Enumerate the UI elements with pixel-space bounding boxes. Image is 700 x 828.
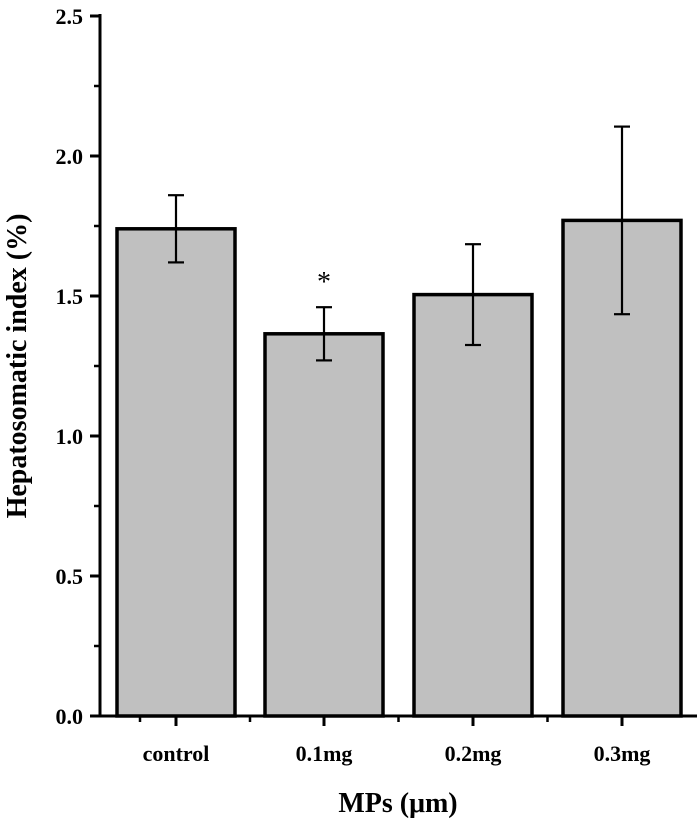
x-tick-label: control [143, 741, 210, 766]
y-tick-label: 2.5 [56, 4, 84, 29]
y-tick-label: 0.5 [56, 564, 84, 589]
significance-marker: * [317, 267, 331, 298]
x-tick-label: 0.3mg [594, 741, 651, 766]
bar-0.2mg [412, 292, 534, 718]
x-tick-label: 0.2mg [445, 741, 502, 766]
labels: 0.0 0.5 1.0 1.5 2.0 2.5 control 0.1mg 0.2mg 0.3mg… [56, 4, 651, 766]
x-axis-title: MPs (μm) [338, 788, 457, 819]
y-tick-label: 2.0 [56, 144, 84, 169]
x-tick-label: 0.1mg [296, 741, 353, 766]
bar-0.1mg [263, 332, 385, 718]
bars [115, 125, 683, 718]
y-tick-label: 0.0 [56, 704, 84, 729]
bar-control [115, 227, 237, 718]
y-tick-label: 1.5 [56, 284, 84, 309]
y-axis-title: Hepatosomatic index (%) [2, 214, 33, 519]
y-tick-label: 1.0 [56, 424, 84, 449]
